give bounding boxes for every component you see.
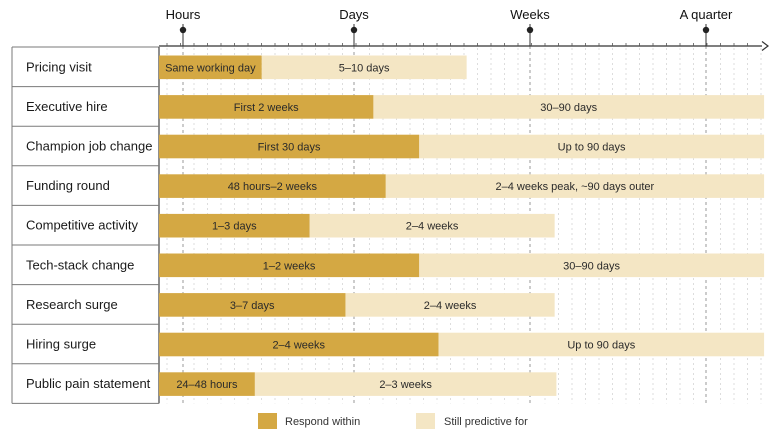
axis-tick-label: A quarter: [680, 7, 733, 22]
respond-label: 3–7 days: [230, 300, 275, 312]
axis-tick-dot: [702, 26, 710, 34]
predictive-bar: [419, 253, 765, 278]
row-label-panel: Pricing visit Executive hire Champion job …: [11, 46, 160, 404]
legend-swatch-predictive: [416, 413, 435, 429]
predictive-label: 2–4 weeks: [424, 300, 477, 312]
row-label: Champion job change: [26, 139, 152, 154]
row-label: Executive hire: [26, 99, 108, 114]
predictive-label: 2–3 weeks: [379, 379, 432, 391]
axis-arrow: [761, 41, 769, 51]
axis-tick-label: Weeks: [510, 7, 550, 22]
row-label: Public pain statement: [26, 376, 151, 391]
respond-label: 2–4 weeks: [272, 340, 325, 352]
time-axis: Hours Days Weeks A quarter: [159, 7, 769, 51]
respond-bar: [159, 55, 262, 80]
legend-label-respond: Respond within: [285, 416, 360, 428]
respond-label: 48 hours–2 weeks: [228, 181, 318, 193]
predictive-bar: [345, 293, 555, 317]
predictive-bar: [309, 213, 555, 238]
axis-tick-dot: [350, 26, 358, 34]
legend: Respond within Still predictive for: [258, 413, 528, 429]
predictive-bar: [385, 174, 765, 198]
respond-bar: [159, 95, 374, 119]
axis-tick-dot: [179, 26, 187, 34]
axis-tick-dot: [526, 26, 534, 34]
predictive-bar: [419, 134, 765, 159]
respond-bar: [159, 253, 420, 278]
predictive-bar: [373, 95, 765, 119]
row-label: Hiring surge: [26, 337, 96, 352]
respond-bar: [159, 332, 439, 357]
respond-label: 1–3 days: [212, 221, 257, 233]
predictive-label: 5–10 days: [339, 62, 390, 74]
row-label: Pricing visit: [26, 59, 92, 74]
predictive-label: Up to 90 days: [567, 340, 635, 352]
bars: Same working day 5–10 days First 2 weeks 30…: [159, 55, 765, 396]
predictive-bar: [261, 55, 467, 80]
predictive-label: 2–4 weeks: [406, 221, 459, 233]
row-label: Funding round: [26, 178, 110, 193]
predictive-bar: [254, 372, 557, 396]
respond-bar: [159, 174, 386, 198]
row-label: Tech-stack change: [26, 257, 134, 272]
predictive-bar: [438, 332, 765, 357]
axis-tick-label: Days: [339, 7, 369, 22]
legend-label-predictive: Still predictive for: [444, 416, 528, 428]
respond-label: Same working day: [165, 62, 256, 74]
respond-label: 24–48 hours: [176, 379, 238, 391]
respond-bar: [159, 213, 310, 238]
predictive-label: Up to 90 days: [558, 142, 626, 154]
predictive-label: 30–90 days: [563, 260, 620, 272]
respond-bar: [159, 372, 255, 396]
predictive-label: 30–90 days: [540, 102, 597, 114]
respond-label: First 2 weeks: [234, 102, 299, 114]
legend-swatch-respond: [258, 413, 277, 429]
row-label: Competitive activity: [26, 218, 138, 233]
respond-label: 1–2 weeks: [263, 260, 316, 272]
respond-label: First 30 days: [258, 142, 321, 154]
axis-tick-label: Hours: [166, 7, 201, 22]
respond-bar: [159, 134, 420, 159]
predictive-label: 2–4 weeks peak, ~90 days outer: [496, 181, 655, 193]
row-label: Research surge: [26, 297, 118, 312]
respond-bar: [159, 293, 346, 317]
